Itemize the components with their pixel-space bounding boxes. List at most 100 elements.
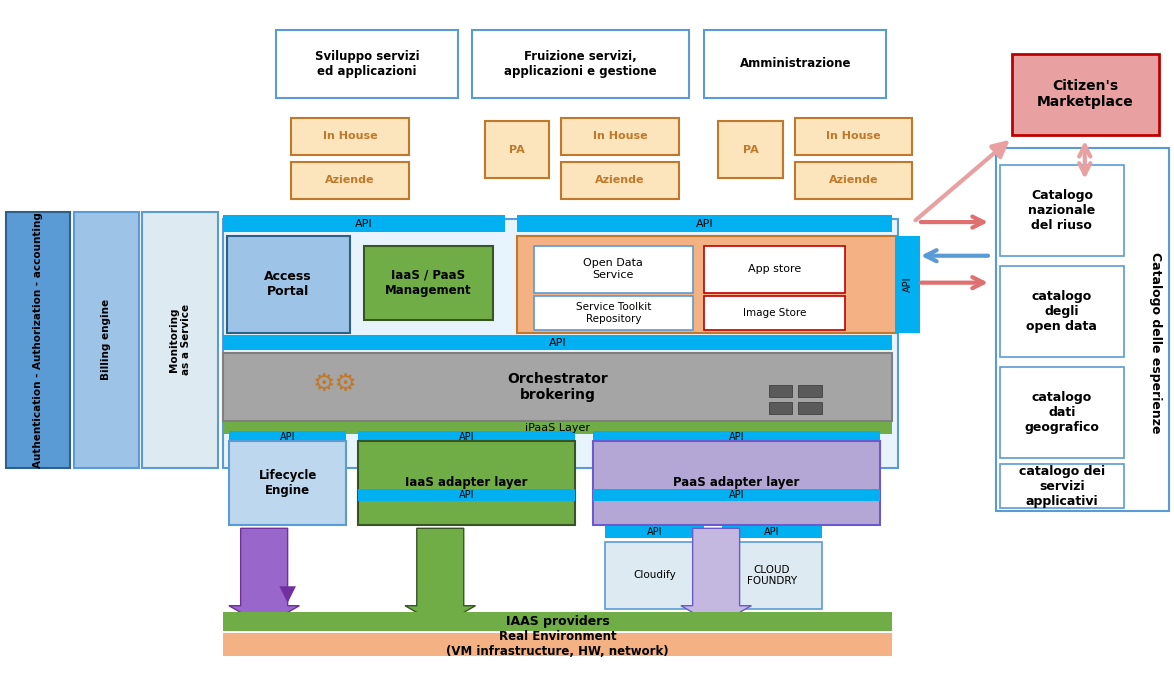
FancyBboxPatch shape (593, 441, 880, 525)
FancyArrow shape (405, 528, 475, 626)
FancyBboxPatch shape (795, 118, 912, 155)
Text: Sviluppo servizi
ed applicazioni: Sviluppo servizi ed applicazioni (315, 50, 419, 78)
Text: In House: In House (826, 131, 880, 141)
FancyBboxPatch shape (1012, 54, 1159, 135)
Text: API: API (764, 528, 780, 537)
Text: IaaS / PaaS
Management: IaaS / PaaS Management (385, 269, 472, 297)
Text: Catalogo
nazionale
del riuso: Catalogo nazionale del riuso (1028, 189, 1095, 232)
Text: Aziende: Aziende (325, 175, 375, 185)
FancyBboxPatch shape (798, 385, 822, 397)
Text: Access
Portal: Access Portal (264, 271, 312, 298)
FancyBboxPatch shape (1000, 464, 1124, 508)
FancyBboxPatch shape (704, 296, 845, 330)
Text: API: API (548, 338, 567, 347)
Text: API: API (459, 433, 474, 442)
FancyBboxPatch shape (276, 30, 458, 98)
Text: Billing engine: Billing engine (101, 299, 112, 380)
FancyBboxPatch shape (227, 236, 350, 333)
Text: App store: App store (748, 264, 802, 274)
Text: In House: In House (593, 131, 647, 141)
Text: API: API (695, 219, 714, 229)
FancyBboxPatch shape (1000, 165, 1124, 256)
Text: Service Toolkit
Repository: Service Toolkit Repository (575, 302, 652, 324)
FancyBboxPatch shape (223, 335, 892, 350)
Text: API: API (729, 433, 744, 442)
FancyBboxPatch shape (223, 353, 892, 421)
FancyBboxPatch shape (798, 402, 822, 414)
FancyBboxPatch shape (291, 118, 409, 155)
Text: iPaaS Layer: iPaaS Layer (525, 423, 591, 433)
FancyBboxPatch shape (704, 30, 886, 98)
Text: PA: PA (510, 145, 525, 155)
Text: PA: PA (743, 145, 758, 155)
Text: CLOUD
FOUNDRY: CLOUD FOUNDRY (747, 565, 797, 586)
FancyBboxPatch shape (485, 121, 549, 178)
Text: catalogo
degli
open data: catalogo degli open data (1026, 290, 1098, 332)
Text: Monitoring
as a Service: Monitoring as a Service (169, 304, 191, 376)
FancyBboxPatch shape (534, 246, 693, 293)
FancyBboxPatch shape (364, 246, 493, 320)
Text: Aziende: Aziende (595, 175, 645, 185)
Text: catalogo dei
servizi
applicativi: catalogo dei servizi applicativi (1019, 465, 1105, 507)
Text: IAAS providers: IAAS providers (506, 615, 609, 629)
Text: catalogo
dati
geografico: catalogo dati geografico (1025, 391, 1099, 433)
FancyBboxPatch shape (718, 121, 783, 178)
FancyBboxPatch shape (722, 542, 822, 609)
FancyBboxPatch shape (769, 402, 792, 414)
Text: Authentication - Authorization - accounting: Authentication - Authorization - account… (33, 212, 43, 468)
FancyBboxPatch shape (605, 526, 704, 538)
FancyBboxPatch shape (593, 489, 880, 501)
FancyBboxPatch shape (223, 422, 892, 434)
FancyBboxPatch shape (229, 431, 346, 444)
FancyArrow shape (681, 528, 751, 626)
FancyBboxPatch shape (142, 212, 218, 468)
Text: PaaS adapter layer: PaaS adapter layer (674, 476, 799, 489)
FancyBboxPatch shape (6, 212, 70, 468)
Text: API: API (355, 219, 373, 229)
FancyBboxPatch shape (223, 612, 892, 631)
FancyBboxPatch shape (291, 162, 409, 199)
Text: Cloudify: Cloudify (633, 571, 676, 580)
Text: API: API (647, 528, 662, 537)
FancyBboxPatch shape (1000, 367, 1124, 458)
Text: Image Store: Image Store (743, 308, 807, 318)
FancyBboxPatch shape (1000, 266, 1124, 357)
FancyBboxPatch shape (223, 215, 505, 232)
Text: ⚙⚙: ⚙⚙ (312, 371, 357, 396)
FancyBboxPatch shape (74, 212, 139, 468)
Text: Aziende: Aziende (829, 175, 878, 185)
FancyArrow shape (229, 528, 299, 626)
FancyBboxPatch shape (895, 236, 920, 333)
Text: Real Environment
(VM infrastructure, HW, network): Real Environment (VM infrastructure, HW,… (446, 631, 669, 658)
FancyBboxPatch shape (561, 118, 679, 155)
Text: API: API (459, 491, 474, 500)
FancyBboxPatch shape (593, 431, 880, 444)
Text: Catalogo delle esperienze: Catalogo delle esperienze (1148, 252, 1162, 434)
FancyBboxPatch shape (358, 489, 575, 501)
FancyBboxPatch shape (358, 441, 575, 525)
Text: API: API (903, 276, 912, 292)
Text: Lifecycle
Engine: Lifecycle Engine (258, 469, 317, 497)
Text: Amministrazione: Amministrazione (740, 57, 851, 71)
Text: Fruizione servizi,
applicazioni e gestione: Fruizione servizi, applicazioni e gestio… (504, 50, 657, 78)
FancyBboxPatch shape (223, 219, 898, 468)
FancyBboxPatch shape (223, 633, 892, 656)
FancyBboxPatch shape (704, 246, 845, 293)
FancyBboxPatch shape (517, 236, 898, 333)
FancyBboxPatch shape (229, 441, 346, 525)
FancyBboxPatch shape (472, 30, 689, 98)
Text: Orchestrator
brokering: Orchestrator brokering (507, 372, 608, 402)
Text: API: API (729, 491, 744, 500)
FancyBboxPatch shape (996, 148, 1169, 511)
FancyBboxPatch shape (517, 215, 892, 232)
FancyBboxPatch shape (534, 296, 693, 330)
FancyBboxPatch shape (561, 162, 679, 199)
FancyBboxPatch shape (795, 162, 912, 199)
FancyBboxPatch shape (769, 385, 792, 397)
Text: Open Data
Service: Open Data Service (583, 258, 643, 280)
Text: IaaS adapter layer: IaaS adapter layer (405, 476, 528, 489)
Text: Citizen's
Marketplace: Citizen's Marketplace (1037, 79, 1134, 109)
FancyBboxPatch shape (722, 526, 822, 538)
FancyBboxPatch shape (605, 542, 704, 609)
Text: In House: In House (323, 131, 377, 141)
